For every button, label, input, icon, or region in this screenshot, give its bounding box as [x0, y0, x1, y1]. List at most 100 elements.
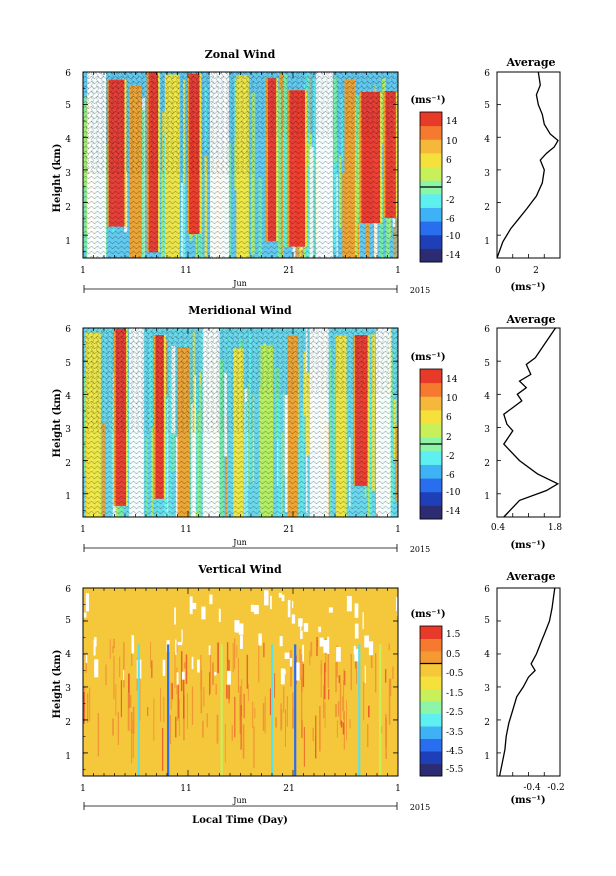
heatmap-gap [336, 646, 341, 662]
heatmap-streak [149, 642, 151, 668]
heatmap-streak [112, 718, 114, 736]
heatmap-streak [320, 664, 322, 675]
heatmap-gap [174, 607, 176, 625]
colorbar-segment [420, 491, 442, 506]
heatmap-spike [167, 644, 170, 776]
heatmap-streak [258, 642, 260, 683]
average-x-tick: 0.4 [491, 523, 506, 533]
heatmap-streak [336, 720, 338, 738]
contour-overlay [83, 72, 257, 175]
colorbar-label: 10 [446, 394, 458, 404]
heatmap-streak [339, 683, 342, 725]
heatmap-streak [232, 643, 234, 673]
x-tick-label: 11 [180, 784, 191, 794]
heatmap-spike [271, 644, 274, 776]
heatmap-streak [175, 643, 178, 653]
heatmap-streak [269, 688, 272, 716]
colorbar-label: -14 [446, 251, 461, 261]
heatmap-gap [284, 652, 290, 659]
heatmap-gap [353, 645, 356, 655]
heatmap-gap [258, 633, 262, 646]
heatmap-area [82, 587, 399, 777]
x-tick-label: 1 [395, 525, 401, 535]
month-label: Jun [232, 279, 247, 288]
heatmap-streak [325, 642, 327, 673]
average-x-label: (ms⁻¹) [510, 795, 545, 806]
colorbar-segment [420, 763, 442, 777]
x-ticks: 1 11 21 1 [80, 784, 401, 794]
heatmap-streak [315, 715, 317, 759]
colorbar-label: -3.5 [446, 728, 464, 738]
heatmap-streak [264, 696, 266, 734]
heatmap-streak [169, 714, 172, 745]
heatmap-gap [191, 602, 197, 610]
heatmap-streak [350, 653, 352, 691]
heatmap-gap [240, 635, 243, 649]
y-tick-label: 1 [65, 237, 71, 247]
colorbar-label: -0.5 [446, 669, 464, 679]
colorbar-segment [420, 125, 442, 140]
heatmap-streak [343, 679, 345, 720]
colorbar-segment [420, 701, 442, 714]
colorbar-labels: 1.5 0.5 -0.5 -1.5 -2.5 -3.5 -4.5 -5.5 [446, 630, 464, 775]
colorbar-segment [420, 450, 442, 465]
heatmap-gap [181, 629, 183, 643]
month-label: Jun [232, 538, 247, 547]
heatmap-gap [85, 654, 88, 664]
heatmap-gap [283, 669, 286, 675]
heatmap-streak [286, 696, 288, 727]
heatmap-gap [209, 594, 213, 605]
heatmap-streak [283, 686, 285, 713]
heatmap-streak [302, 664, 305, 687]
heatmap-gap [197, 659, 200, 673]
colorbar-unit: (ms⁻¹) [410, 609, 445, 620]
heatmap-streak [177, 677, 179, 722]
heatmap-streak [163, 696, 165, 723]
average-profile [496, 327, 561, 518]
heatmap-gap [83, 612, 87, 618]
heatmap-gap [300, 626, 302, 631]
heatmap-streak [367, 705, 370, 718]
heatmap-streak [254, 707, 256, 719]
heatmap-streak [385, 669, 387, 683]
zonal-wind-panel: Zonal Wind Height (km) 1 2 3 4 5 6 1 11 … [52, 48, 561, 295]
panel-title: Vertical Wind [197, 563, 282, 576]
heatmap-gap [281, 594, 285, 602]
heatmap-streak [186, 693, 188, 729]
heatmap-streak [392, 666, 394, 680]
heatmap-streak [170, 682, 172, 710]
heatmap-streak [86, 693, 89, 724]
colorbar-segment [420, 112, 442, 127]
heatmap-streak [183, 662, 186, 669]
heatmap-streak [246, 654, 249, 689]
heatmap-gap [395, 597, 398, 612]
y-tick-label: 3 [484, 684, 490, 694]
colorbar-segment [420, 382, 442, 397]
heatmap-streak [127, 673, 130, 709]
y-tick-label: 4 [484, 650, 490, 660]
heatmap-streak [344, 671, 346, 686]
average-line [496, 71, 559, 259]
y-tick-label: 5 [484, 616, 490, 626]
heatmap-area [82, 327, 399, 518]
heatmap-streak [123, 642, 125, 688]
heatmap-streak [324, 702, 326, 728]
heatmap-streak [328, 689, 330, 700]
heatmap-streak [388, 678, 391, 725]
colorbar-label: -10 [446, 232, 461, 242]
heatmap-streak [175, 716, 177, 738]
heatmap-streak [355, 648, 358, 684]
average-line [502, 327, 560, 518]
heatmap-gap [362, 612, 364, 630]
x-tick-label: 1 [80, 266, 86, 276]
heatmap-streak [97, 712, 100, 757]
colorbar-segment [420, 409, 442, 425]
colorbar-label: 2 [446, 176, 452, 186]
heatmap-streak [202, 720, 204, 738]
heatmap-streak [151, 660, 153, 678]
colorbar-frame [419, 625, 443, 777]
heatmap-streak [241, 679, 243, 717]
heatmap-spike [358, 644, 361, 776]
heatmap-streak [237, 658, 239, 693]
colorbar-segment [420, 651, 442, 664]
